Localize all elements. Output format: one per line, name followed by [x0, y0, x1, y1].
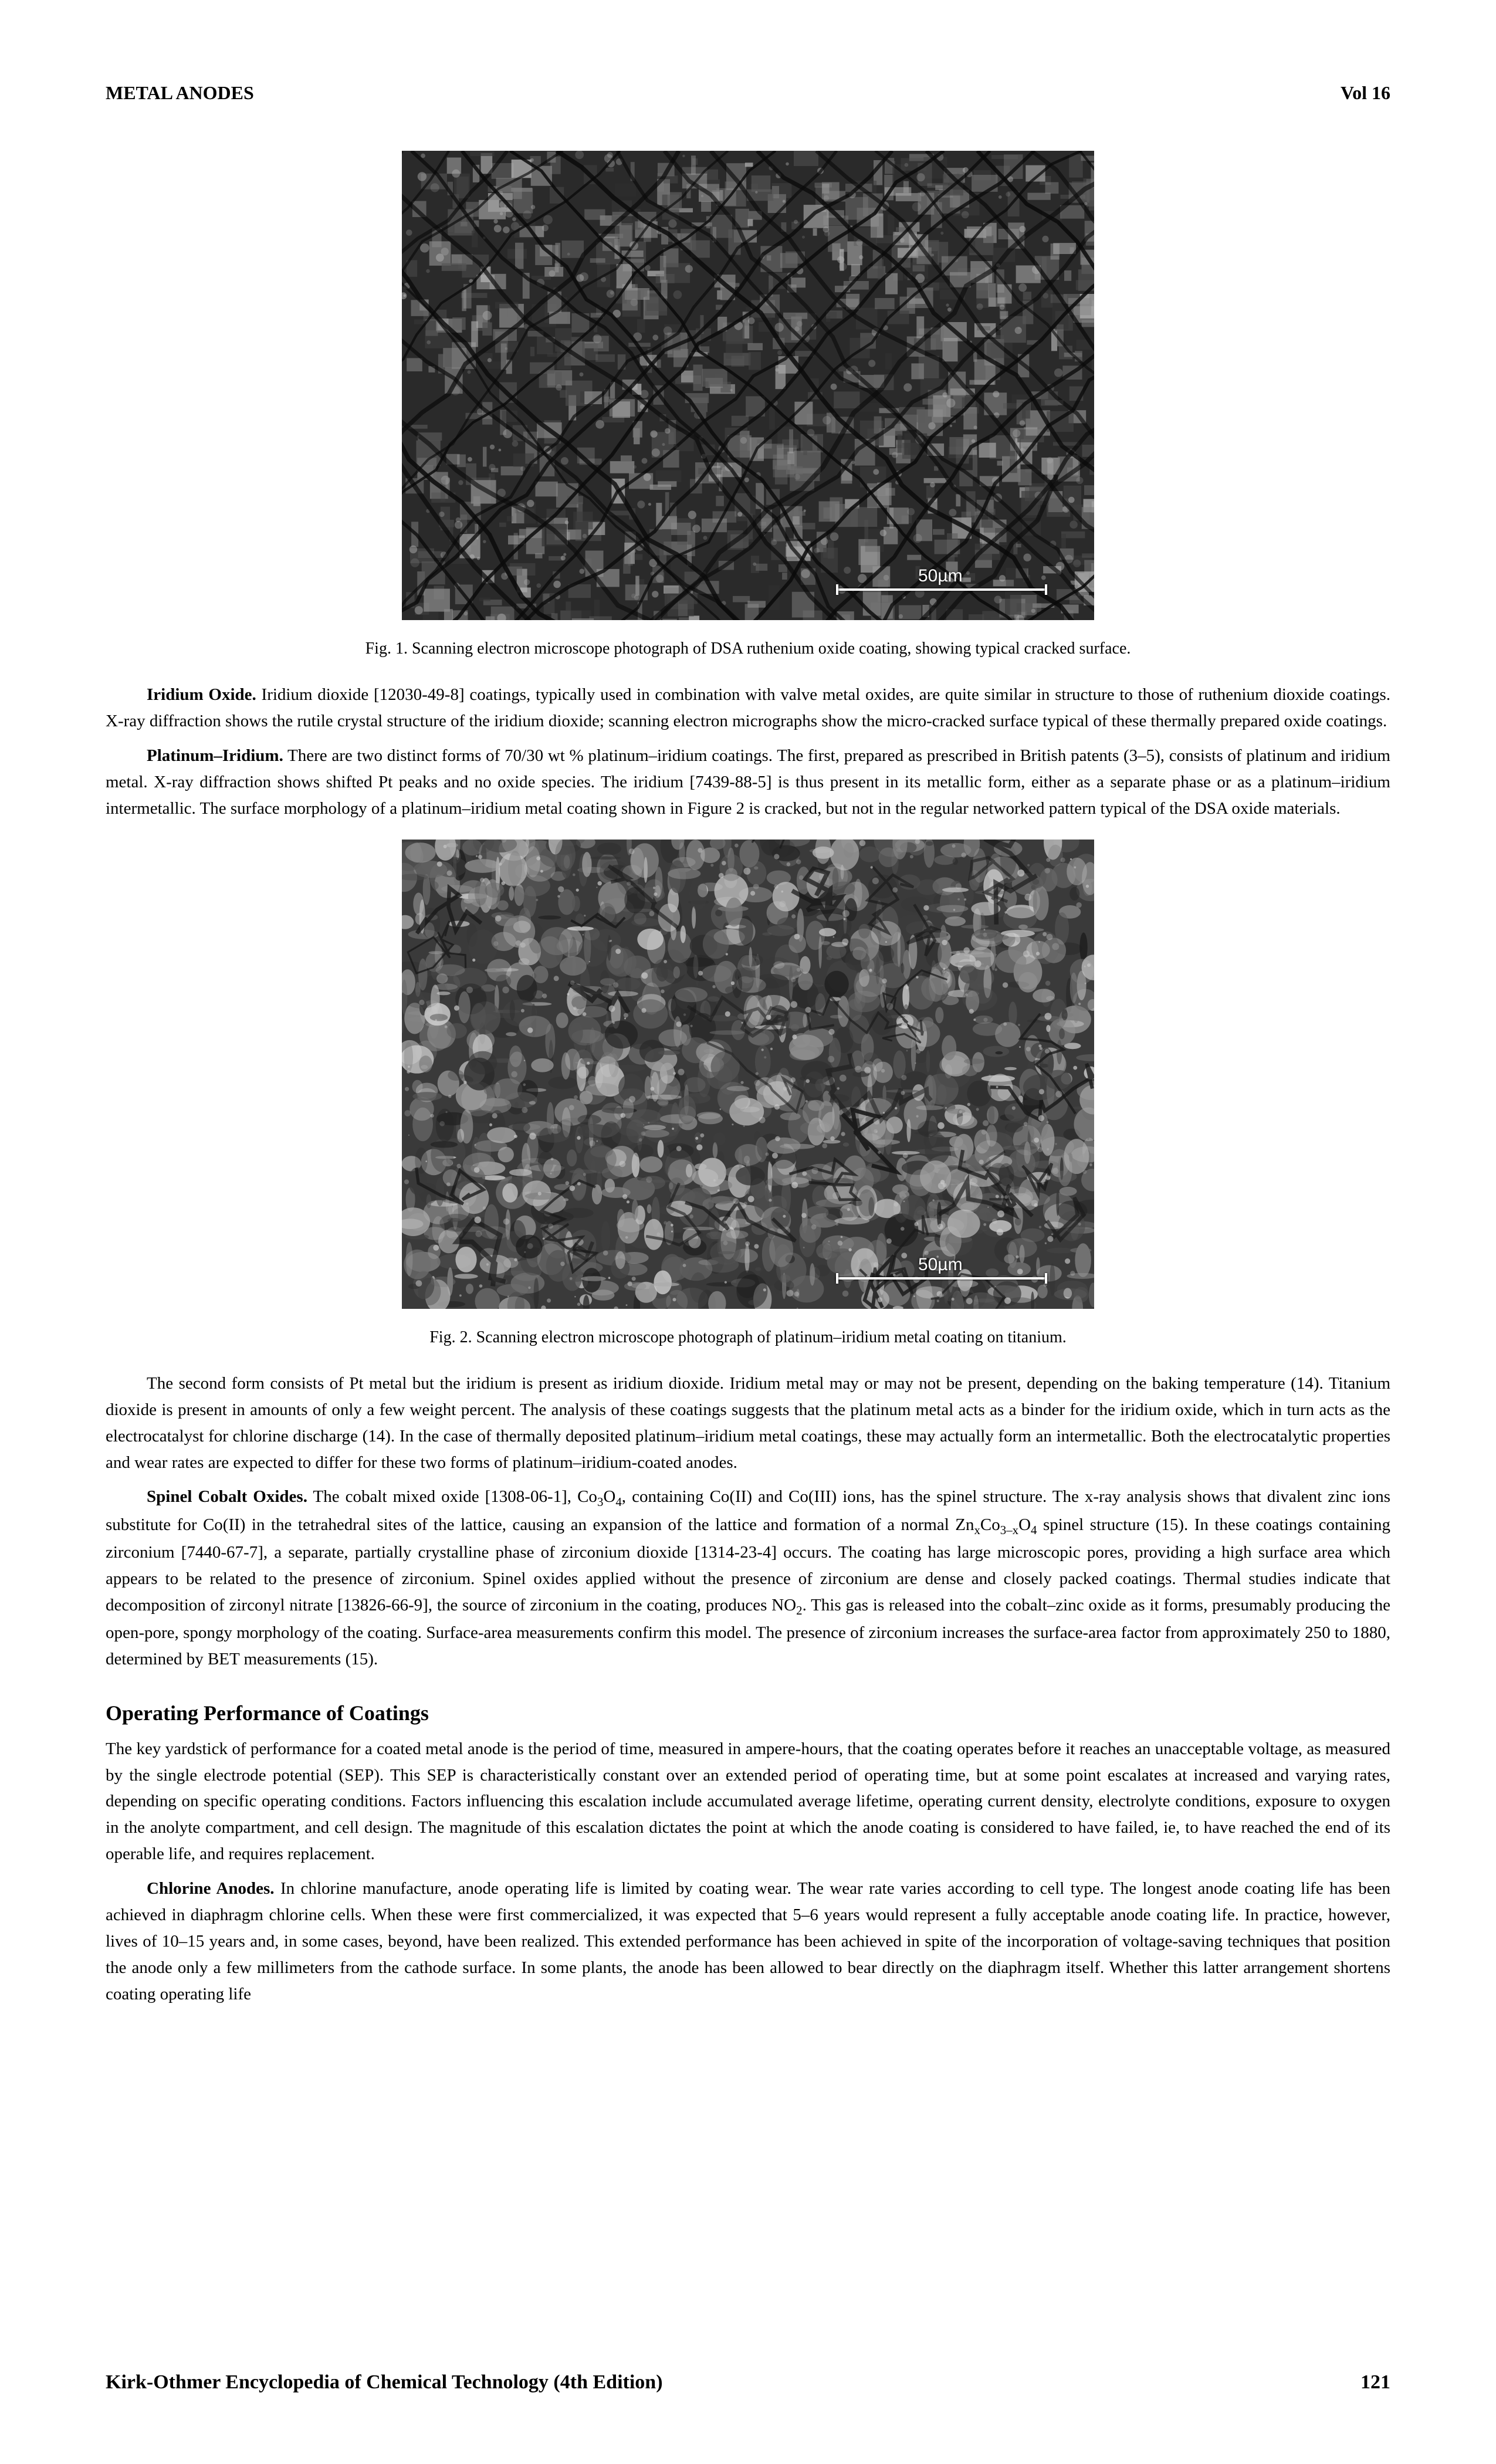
text-second-form: The second form consists of Pt metal but… [106, 1374, 1390, 1472]
running-header: METAL ANODES Vol 16 [106, 82, 1390, 104]
figure-2-image: 50µm [402, 840, 1094, 1309]
page-footer: Kirk-Othmer Encyclopedia of Chemical Tec… [106, 2371, 1390, 2394]
section-heading-operating: Operating Performance of Coatings [106, 1701, 1390, 1725]
scale-bar-label: 50µm [918, 566, 963, 586]
header-right: Vol 16 [1341, 82, 1390, 104]
figure-1-image: 50µm [402, 151, 1094, 620]
paragraph-operating: The key yardstick of performance for a c… [106, 1736, 1390, 1868]
figure-1-caption: Fig. 1. Scanning electron microscope pho… [106, 639, 1390, 658]
text-iridium: Iridium dioxide [12030-49-8] coatings, t… [106, 685, 1390, 730]
lead-ptir: Platinum–Iridium. [147, 746, 283, 765]
lead-iridium: Iridium Oxide. [147, 685, 256, 704]
paragraph-chlorine-anodes: Chlorine Anodes. In chlorine manufacture… [106, 1876, 1390, 2008]
paragraph-second-form: The second form consists of Pt metal but… [106, 1370, 1390, 1476]
header-left: METAL ANODES [106, 82, 254, 104]
text-chlorine: In chlorine manufacture, anode operating… [106, 1879, 1390, 2003]
scale-bar-label: 50µm [918, 1255, 963, 1275]
text-operating: The key yardstick of performance for a c… [106, 1739, 1390, 1864]
paragraph-platinum-iridium: Platinum–Iridium. There are two distinct… [106, 743, 1390, 822]
footer-right: 121 [1360, 2371, 1390, 2394]
text-ptir: There are two distinct forms of 70/30 wt… [106, 746, 1390, 818]
figure-2: 50µm Fig. 2. Scanning electron microscop… [106, 840, 1390, 1347]
paragraph-iridium-oxide: Iridium Oxide. Iridium dioxide [12030-49… [106, 682, 1390, 735]
lead-chlorine: Chlorine Anodes. [147, 1879, 275, 1898]
lead-spinel: Spinel Cobalt Oxides. [147, 1487, 307, 1506]
paragraph-spinel: Spinel Cobalt Oxides. The cobalt mixed o… [106, 1484, 1390, 1672]
figure-1: 50µm Fig. 1. Scanning electron microscop… [106, 151, 1390, 658]
scale-bar [836, 1277, 1047, 1280]
footer-left: Kirk-Othmer Encyclopedia of Chemical Tec… [106, 2371, 663, 2394]
figure-2-caption: Fig. 2. Scanning electron microscope pho… [106, 1328, 1390, 1347]
scale-bar [836, 588, 1047, 591]
